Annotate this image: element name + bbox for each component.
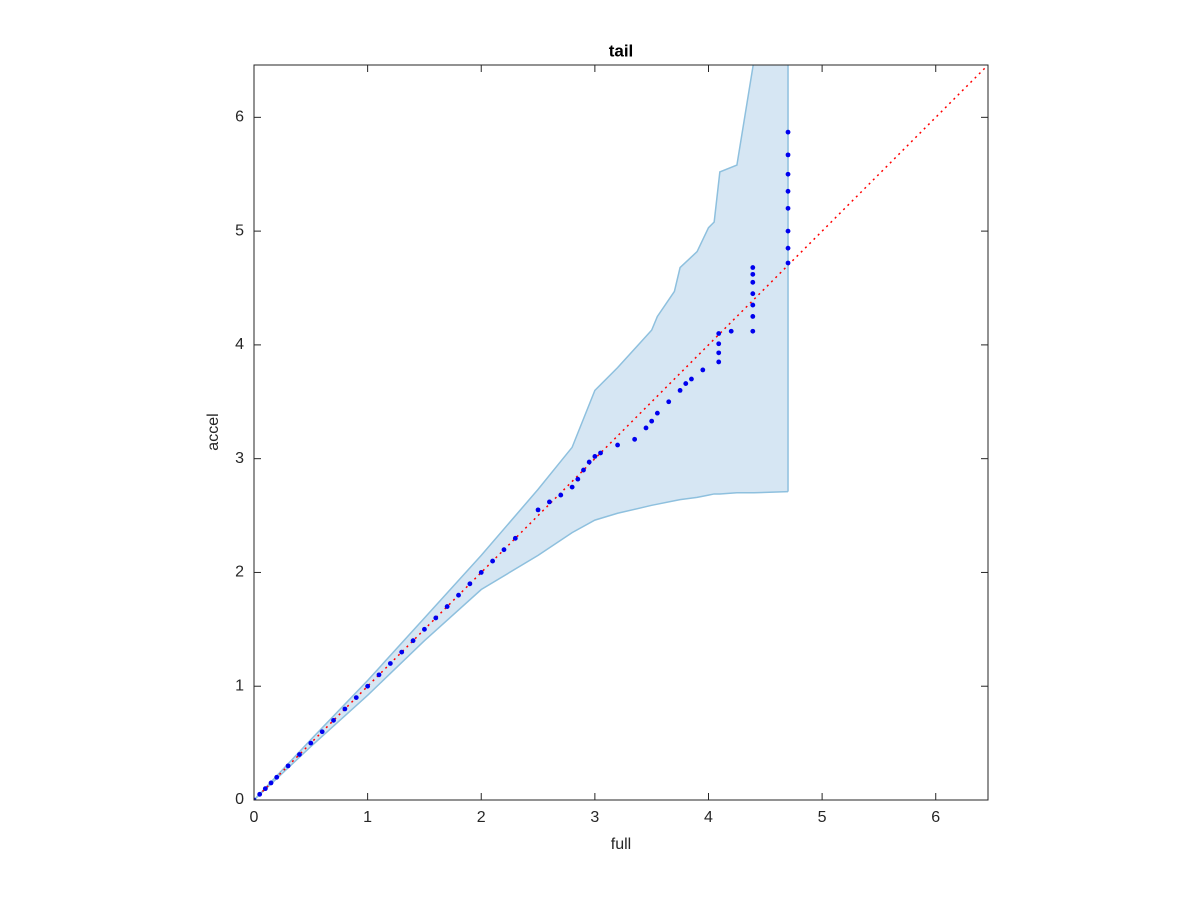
point xyxy=(365,683,371,689)
point xyxy=(558,492,564,498)
point xyxy=(490,558,496,564)
chart-title: tail xyxy=(609,41,634,60)
point xyxy=(592,453,598,459)
point xyxy=(785,205,791,211)
point xyxy=(308,740,314,746)
point xyxy=(353,695,359,701)
point xyxy=(750,314,756,319)
point xyxy=(535,507,541,513)
point xyxy=(467,581,473,587)
point xyxy=(785,228,791,234)
point xyxy=(716,341,722,347)
point xyxy=(257,791,263,797)
point xyxy=(716,331,722,336)
confidence-band xyxy=(254,65,789,800)
point xyxy=(433,615,439,621)
x-axis-label: full xyxy=(611,836,631,853)
point xyxy=(615,442,620,448)
point xyxy=(297,752,302,757)
point xyxy=(598,450,603,456)
point xyxy=(785,129,791,135)
y-tick-label: 0 xyxy=(235,791,244,808)
point xyxy=(268,780,274,786)
y-tick-label: 6 xyxy=(235,109,244,126)
y-tick-label: 3 xyxy=(235,450,244,467)
point xyxy=(632,436,638,442)
point xyxy=(586,459,592,465)
point xyxy=(478,570,484,575)
point xyxy=(575,476,581,482)
point xyxy=(785,152,791,158)
point xyxy=(728,328,734,334)
point xyxy=(785,260,791,266)
y-tick-label: 1 xyxy=(235,677,244,694)
point xyxy=(689,376,694,382)
point xyxy=(331,717,336,723)
point xyxy=(677,388,683,393)
reference-line xyxy=(254,65,988,800)
point xyxy=(785,245,791,251)
point xyxy=(569,484,575,490)
x-tick-label: 0 xyxy=(250,809,259,826)
point xyxy=(750,271,756,277)
point xyxy=(399,649,405,655)
point xyxy=(422,626,427,632)
point xyxy=(785,188,791,194)
point xyxy=(643,425,649,431)
band-lower xyxy=(254,490,789,800)
point xyxy=(376,672,382,678)
point xyxy=(262,786,268,792)
y-tick-label: 5 xyxy=(235,222,244,239)
x-tick-label: 6 xyxy=(931,809,940,826)
point xyxy=(683,381,689,386)
point xyxy=(444,604,450,609)
axes-box xyxy=(253,64,989,801)
point xyxy=(649,418,655,424)
x-tick-label: 2 xyxy=(477,809,486,826)
point xyxy=(254,797,257,800)
point xyxy=(547,499,552,505)
point xyxy=(716,359,722,365)
point xyxy=(750,302,756,308)
point xyxy=(342,706,348,712)
point xyxy=(285,763,291,769)
point xyxy=(750,265,756,270)
point xyxy=(654,410,660,416)
y-tick-label: 4 xyxy=(235,336,244,353)
y-axis-label: accel xyxy=(205,413,222,450)
point xyxy=(785,171,791,177)
plot-area xyxy=(254,65,988,800)
point xyxy=(581,467,586,473)
point xyxy=(456,592,461,598)
y-tick-label: 2 xyxy=(235,564,244,581)
point xyxy=(750,279,756,285)
point xyxy=(501,547,507,553)
x-tick-label: 5 xyxy=(818,809,827,826)
point xyxy=(387,661,393,666)
point xyxy=(750,328,756,334)
x-tick-label: 4 xyxy=(704,809,713,826)
band-upper xyxy=(254,65,754,800)
point xyxy=(410,638,416,644)
point xyxy=(666,399,672,405)
point xyxy=(274,774,280,780)
point xyxy=(512,535,518,541)
point xyxy=(716,350,722,356)
point xyxy=(700,367,706,373)
x-tick-label: 1 xyxy=(363,809,372,826)
point xyxy=(319,729,325,735)
point xyxy=(750,291,756,297)
x-tick-label: 3 xyxy=(590,809,599,826)
